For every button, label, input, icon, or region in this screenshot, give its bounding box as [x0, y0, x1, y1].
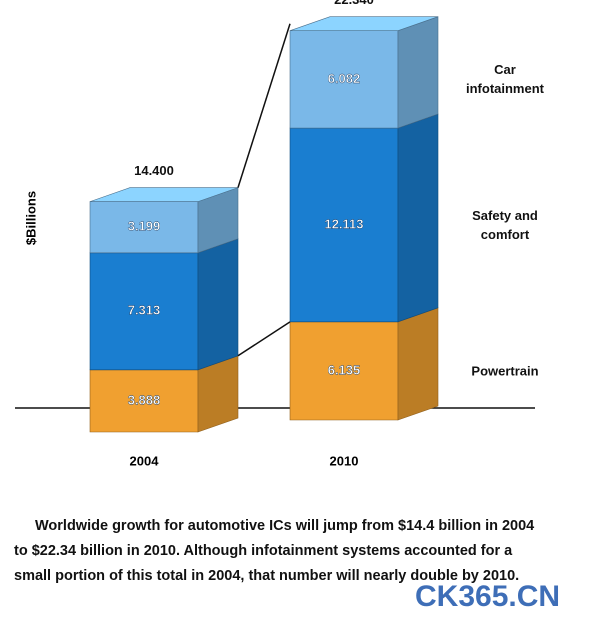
legend-label: Car infotainment — [466, 62, 544, 97]
value-label: 3.888 — [128, 392, 161, 407]
bar-face — [397, 307, 439, 421]
y-axis-label: $Billions — [23, 191, 38, 245]
value-label: 7.313 — [128, 303, 161, 318]
value-label: 6.082 — [328, 71, 361, 86]
connector-line — [237, 23, 291, 188]
bar-face — [397, 16, 439, 129]
bar-segment — [289, 307, 439, 421]
connector-line — [237, 321, 291, 357]
legend-label: Safety and comfort — [472, 207, 538, 242]
bar-segment — [289, 16, 439, 129]
caption-line: to $22.34 billion in 2010. Although info… — [14, 543, 513, 559]
value-label: 3.199 — [128, 219, 161, 234]
caption-line: Worldwide growth for automotive ICs will… — [35, 518, 535, 534]
watermark: CK365.CN — [415, 580, 561, 613]
bar-face — [289, 16, 439, 32]
caption-line: small portion of this total in 2004, tha… — [14, 568, 520, 584]
total-label: 14.400 — [134, 163, 174, 178]
total-label: 22.340 — [334, 0, 374, 7]
value-label: 6.135 — [328, 362, 361, 377]
bar-segment — [89, 238, 239, 371]
bar-face — [397, 113, 439, 323]
x-tick-label: 2004 — [130, 453, 160, 468]
legend-label: Powertrain — [471, 363, 539, 379]
value-label: 12.113 — [324, 216, 363, 231]
bar-segment — [89, 187, 239, 254]
bar-segment — [289, 113, 439, 323]
bar-face — [197, 238, 239, 371]
x-tick-label: 2010 — [330, 453, 359, 468]
